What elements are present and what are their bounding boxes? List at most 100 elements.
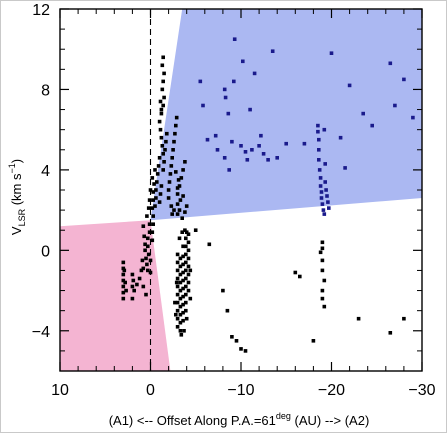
data-point-series-1 — [178, 264, 183, 269]
data-point-series-2 — [316, 129, 320, 134]
data-point-series-1 — [181, 286, 185, 291]
x-tick-label: −30 — [408, 382, 435, 399]
data-point-series-2 — [325, 194, 329, 198]
data-point-series-1 — [181, 318, 185, 323]
data-point-series-1 — [184, 230, 189, 234]
y-axis-label-unit-open: (km s — [9, 173, 24, 209]
data-point-series-1 — [147, 222, 152, 226]
data-point-series-1 — [178, 312, 183, 317]
data-point-series-2 — [215, 148, 220, 152]
data-point-series-2 — [329, 51, 334, 55]
data-point-series-1 — [184, 244, 188, 249]
data-point-series-1 — [177, 184, 182, 188]
data-point-series-1 — [174, 312, 178, 317]
data-point-series-1 — [147, 198, 152, 202]
data-point-series-1 — [193, 228, 198, 232]
data-point-series-1 — [388, 331, 393, 335]
data-point-series-1 — [122, 268, 127, 273]
data-point-series-1 — [123, 280, 127, 285]
data-point-series-1 — [320, 258, 325, 263]
data-point-series-2 — [302, 141, 307, 146]
y-tick-label: 8 — [41, 82, 50, 99]
data-point-series-1 — [184, 236, 188, 241]
data-point-series-1 — [184, 300, 188, 305]
data-point-series-1 — [180, 230, 184, 234]
data-point-series-1 — [130, 272, 135, 277]
data-point-series-1 — [153, 204, 157, 208]
data-point-series-1 — [135, 282, 139, 287]
y-tick-label: 0 — [41, 243, 50, 260]
data-point-series-2 — [232, 79, 236, 84]
data-point-series-1 — [154, 196, 158, 200]
x-axis-label-superscript: deg — [276, 411, 291, 421]
data-point-series-2 — [343, 166, 347, 170]
data-point-series-1 — [166, 196, 171, 200]
data-point-series-1 — [159, 107, 164, 112]
data-point-series-1 — [169, 164, 174, 168]
data-point-series-1 — [181, 302, 185, 307]
data-point-series-1 — [160, 144, 165, 148]
data-point-series-2 — [323, 162, 327, 166]
data-point-series-2 — [402, 77, 406, 82]
data-point-series-1 — [186, 232, 191, 236]
data-point-series-1 — [179, 176, 184, 180]
data-point-series-1 — [121, 272, 126, 277]
data-point-series-1 — [161, 79, 165, 84]
data-point-series-1 — [178, 272, 183, 277]
data-point-series-1 — [121, 290, 126, 295]
data-point-series-1 — [173, 300, 177, 305]
data-point-series-2 — [316, 123, 320, 128]
data-point-series-1 — [162, 160, 166, 164]
data-point-series-1 — [184, 316, 189, 321]
data-point-series-1 — [161, 55, 165, 60]
data-point-series-2 — [227, 168, 231, 172]
data-point-series-1 — [121, 278, 126, 283]
data-point-series-1 — [159, 135, 164, 140]
data-point-series-1 — [150, 206, 155, 210]
data-point-series-1 — [145, 214, 149, 218]
data-point-series-1 — [151, 214, 155, 218]
data-point-series-1 — [175, 202, 180, 206]
data-point-series-1 — [175, 316, 180, 321]
data-point-series-1 — [175, 284, 180, 289]
x-tick-label: 10 — [51, 382, 69, 399]
data-point-series-1 — [186, 272, 191, 277]
data-point-series-2 — [257, 144, 261, 148]
data-point-series-1 — [186, 248, 191, 253]
data-point-series-1 — [150, 238, 155, 243]
data-point-series-1 — [320, 246, 325, 251]
data-point-series-1 — [207, 242, 212, 247]
data-point-series-1 — [298, 274, 302, 279]
data-point-series-1 — [167, 180, 172, 184]
data-point-series-1 — [130, 296, 135, 301]
data-point-series-1 — [137, 276, 142, 281]
data-point-series-1 — [168, 172, 173, 176]
data-point-series-2 — [393, 103, 397, 108]
data-point-series-1 — [155, 172, 160, 176]
data-point-series-1 — [150, 176, 155, 180]
data-point-series-1 — [178, 288, 183, 293]
y-axis-label-main: V — [9, 226, 24, 235]
data-point-series-1 — [121, 296, 126, 301]
data-point-series-2 — [411, 115, 415, 120]
data-point-series-2 — [213, 133, 218, 138]
data-point-series-1 — [165, 131, 169, 136]
data-points-layer — [121, 37, 415, 353]
data-point-series-2 — [319, 190, 324, 194]
data-point-series-1 — [311, 339, 316, 343]
pink-region — [60, 220, 171, 371]
data-point-series-1 — [322, 304, 327, 309]
data-point-series-1 — [243, 349, 248, 353]
data-point-series-1 — [146, 236, 150, 241]
data-point-series-2 — [241, 59, 245, 64]
data-point-series-1 — [178, 198, 183, 202]
data-point-series-2 — [323, 180, 327, 184]
data-point-series-2 — [317, 148, 321, 152]
data-point-series-2 — [318, 176, 323, 180]
data-point-series-1 — [320, 288, 325, 293]
data-point-series-2 — [252, 71, 257, 76]
y-axis-label: VLSR (km s−1) — [7, 159, 27, 235]
data-point-series-1 — [161, 168, 165, 172]
data-point-series-1 — [186, 256, 191, 261]
